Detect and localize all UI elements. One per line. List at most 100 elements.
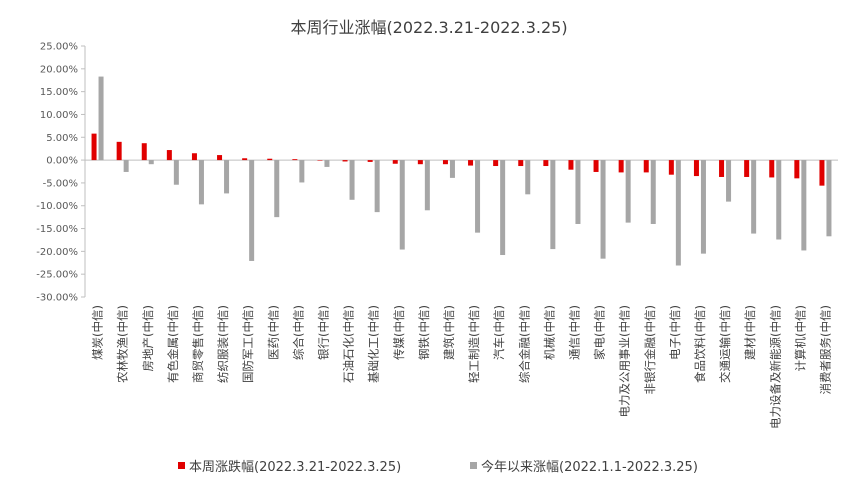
x-category-label: 基础化工(中信)	[367, 305, 381, 383]
bar-weekly	[693, 160, 699, 177]
bar-weekly	[568, 160, 574, 170]
legend-label-ytd: 今年以来涨幅(2022.1.1-2022.3.25)	[481, 460, 698, 475]
legend-item-ytd: 今年以来涨幅(2022.1.1-2022.3.25)	[470, 456, 698, 475]
bar-weekly	[392, 160, 398, 164]
y-tick-label: -5.00%	[43, 178, 78, 189]
bar-weekly	[744, 160, 750, 177]
y-tick-label: 15.00%	[40, 87, 78, 98]
x-category-label: 综合金融(中信)	[517, 305, 531, 383]
bar-weekly	[769, 160, 775, 178]
bar-ytd	[449, 160, 455, 178]
bar-weekly	[668, 160, 674, 175]
x-category-label: 综合(中信)	[291, 305, 305, 360]
bar-weekly	[442, 160, 448, 165]
bar-ytd	[700, 160, 706, 254]
bar-ytd	[374, 160, 380, 213]
bar-ytd	[424, 160, 430, 211]
bar-weekly	[819, 160, 825, 186]
x-category-label: 轻工制造(中信)	[467, 305, 481, 383]
x-category-label: 机械(中信)	[542, 305, 556, 360]
bar-ytd	[198, 160, 204, 205]
y-tick-label: 0.00%	[46, 156, 78, 167]
bar-ytd	[173, 160, 179, 185]
bar-ytd	[148, 160, 154, 165]
bar-weekly	[166, 150, 172, 161]
x-category-label: 非银行金融(中信)	[643, 305, 657, 394]
bar-ytd	[600, 160, 606, 259]
x-category-label: 建材(中信)	[743, 305, 757, 360]
chart-title: 本周行业涨幅(2022.3.21-2022.3.25)	[290, 18, 568, 37]
bar-weekly	[367, 160, 373, 162]
y-tick-label: -10.00%	[36, 201, 78, 212]
y-tick-label: 10.00%	[40, 110, 78, 121]
bar-ytd	[826, 160, 832, 237]
x-category-label: 食品饮料(中信)	[693, 305, 707, 383]
x-category-label: 电力设备及新能源(中信)	[768, 305, 782, 429]
bar-ytd	[726, 160, 732, 202]
bar-weekly	[342, 160, 348, 162]
bar-ytd	[525, 160, 531, 195]
bar-ytd	[123, 160, 129, 172]
bar-ytd	[675, 160, 681, 266]
bar-ytd	[349, 160, 355, 200]
y-tick-label: -25.00%	[36, 270, 78, 281]
x-category-label: 银行(中信)	[316, 305, 330, 360]
y-tick-label: -15.00%	[36, 224, 78, 235]
x-category-label: 汽车(中信)	[492, 305, 506, 360]
x-category-label: 纺织服装(中信)	[216, 305, 230, 383]
bar-weekly	[141, 143, 147, 161]
bar-weekly	[618, 160, 624, 173]
x-category-label: 建筑(中信)	[442, 305, 456, 360]
y-tick-label: 25.00%	[40, 42, 78, 53]
bar-ytd	[650, 160, 656, 224]
bar-weekly	[493, 160, 499, 167]
bar-weekly	[267, 158, 273, 161]
legend-label-weekly: 本周涨跌幅(2022.3.21-2022.3.25)	[189, 460, 402, 475]
bar-ytd	[625, 160, 631, 223]
bar-ytd	[299, 160, 305, 183]
bar-ytd	[776, 160, 782, 240]
bar-weekly	[468, 160, 474, 166]
x-category-label: 交通运输(中信)	[718, 305, 732, 383]
x-category-label: 房地产(中信)	[141, 305, 155, 371]
bar-ytd	[575, 160, 581, 224]
x-category-label: 商贸零售(中信)	[191, 305, 205, 383]
bar-weekly	[242, 158, 248, 161]
bar-weekly	[292, 159, 298, 161]
x-category-label: 石油石化(中信)	[342, 305, 356, 383]
bar-ytd	[324, 160, 330, 167]
x-category-label: 通信(中信)	[567, 305, 581, 360]
x-category-label: 电力及公用事业(中信)	[618, 305, 632, 417]
x-category-label: 煤炭(中信)	[91, 305, 105, 360]
bar-ytd	[249, 160, 255, 261]
y-tick-label: -30.00%	[36, 293, 78, 304]
x-category-label: 钢铁(中信)	[417, 305, 431, 360]
x-category-label: 计算机(中信)	[793, 305, 807, 371]
bar-weekly	[417, 160, 423, 165]
x-category-label: 农林牧渔(中信)	[116, 305, 130, 383]
bar-ytd	[801, 160, 807, 251]
bar-weekly	[593, 160, 599, 172]
legend-swatch-ytd	[470, 462, 477, 469]
bar-weekly	[191, 153, 197, 161]
x-category-label: 消费者服务(中信)	[818, 305, 832, 394]
bar-ytd	[500, 160, 506, 256]
x-category-label: 传媒(中信)	[392, 305, 406, 360]
legend-swatch-weekly	[178, 462, 185, 469]
bar-ytd	[224, 160, 230, 194]
bar-weekly	[91, 133, 97, 161]
bar-weekly	[116, 141, 122, 161]
bar-weekly	[794, 160, 800, 179]
x-category-label: 有色金属(中信)	[166, 305, 180, 383]
bar-ytd	[274, 160, 280, 218]
y-tick-label: 20.00%	[40, 64, 78, 75]
bar-weekly	[317, 160, 323, 161]
bar-weekly	[217, 155, 223, 161]
bar-weekly	[719, 160, 725, 177]
bar-ytd	[475, 160, 481, 233]
bar-ytd	[550, 160, 556, 250]
y-tick-label: 5.00%	[46, 133, 78, 144]
bar-ytd	[98, 76, 104, 161]
x-category-label: 家电(中信)	[593, 305, 607, 360]
